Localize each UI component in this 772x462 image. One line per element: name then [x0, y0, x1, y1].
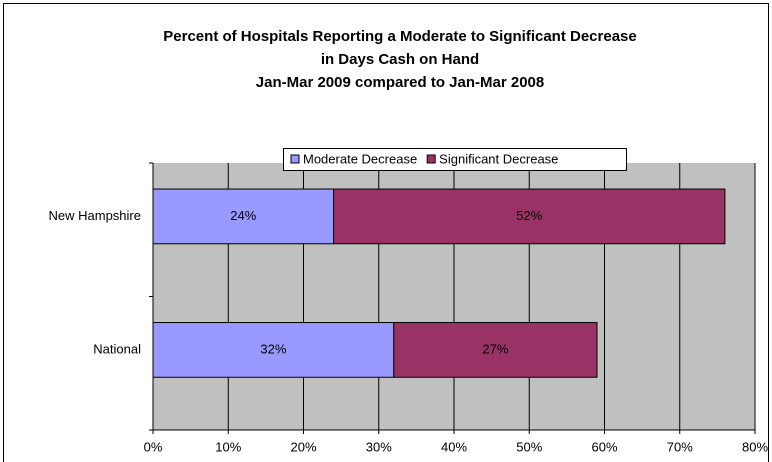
y-tick-label: New Hampshire	[49, 208, 141, 223]
x-tick-label: 0%	[144, 439, 163, 454]
x-tick-label: 70%	[667, 439, 693, 454]
legend-box	[283, 148, 627, 171]
x-tick-label: 50%	[516, 439, 542, 454]
x-tick-label: 40%	[441, 439, 467, 454]
data-label: 24%	[230, 208, 256, 223]
legend-swatch	[290, 154, 300, 164]
data-label: 27%	[482, 341, 508, 356]
data-label: 52%	[516, 208, 542, 223]
bar-segment	[152, 322, 395, 378]
chart-title: in Days Cash on Hand	[321, 51, 479, 68]
x-tick-label: 10%	[215, 439, 241, 454]
bar-segment	[393, 322, 598, 378]
x-tick-label: 20%	[290, 439, 316, 454]
x-tick-label: 80%	[742, 439, 768, 454]
chart-title: Jan-Mar 2009 compared to Jan-Mar 2008	[256, 74, 544, 91]
legend-label: Significant Decrease	[439, 151, 558, 166]
legend-label: Moderate Decrease	[303, 151, 417, 166]
legend-swatch	[426, 154, 436, 164]
x-tick-label: 60%	[591, 439, 617, 454]
y-tick-label: National	[93, 341, 141, 356]
x-tick-label: 30%	[366, 439, 392, 454]
chart-title: Percent of Hospitals Reporting a Moderat…	[163, 28, 636, 45]
data-label: 32%	[260, 341, 286, 356]
bar-segment	[333, 188, 726, 245]
